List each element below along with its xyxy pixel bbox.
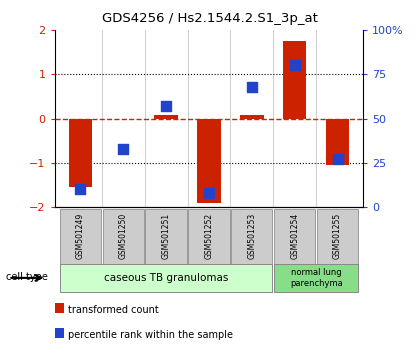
Text: normal lung
parenchyma: normal lung parenchyma [290, 268, 343, 287]
Text: GDS4256 / Hs2.1544.2.S1_3p_at: GDS4256 / Hs2.1544.2.S1_3p_at [102, 12, 318, 25]
Text: GSM501255: GSM501255 [333, 213, 342, 259]
Point [77, 187, 84, 192]
FancyBboxPatch shape [60, 264, 273, 292]
Text: cell type: cell type [6, 272, 48, 282]
FancyBboxPatch shape [189, 209, 230, 264]
Point [334, 156, 341, 162]
Text: percentile rank within the sample: percentile rank within the sample [68, 330, 233, 340]
Point [291, 63, 298, 68]
Point [163, 103, 169, 109]
Bar [154, 115, 178, 119]
FancyBboxPatch shape [274, 264, 358, 292]
Text: GSM501249: GSM501249 [76, 213, 85, 259]
Point [249, 84, 255, 90]
Bar [283, 41, 307, 119]
FancyBboxPatch shape [231, 209, 273, 264]
Bar [197, 119, 221, 202]
Text: GSM501253: GSM501253 [247, 213, 256, 259]
FancyBboxPatch shape [60, 209, 101, 264]
Text: GSM501251: GSM501251 [162, 213, 171, 259]
Text: transformed count: transformed count [68, 306, 159, 315]
Bar [68, 119, 92, 187]
Point [120, 146, 126, 152]
FancyBboxPatch shape [317, 209, 358, 264]
Point [206, 190, 212, 196]
Bar [240, 115, 264, 119]
Text: GSM501254: GSM501254 [290, 213, 299, 259]
Text: GSM501250: GSM501250 [119, 213, 128, 259]
FancyBboxPatch shape [145, 209, 186, 264]
FancyBboxPatch shape [274, 209, 315, 264]
FancyBboxPatch shape [102, 209, 144, 264]
Text: caseous TB granulomas: caseous TB granulomas [104, 273, 228, 283]
Text: GSM501252: GSM501252 [205, 213, 213, 259]
Bar [326, 119, 349, 165]
